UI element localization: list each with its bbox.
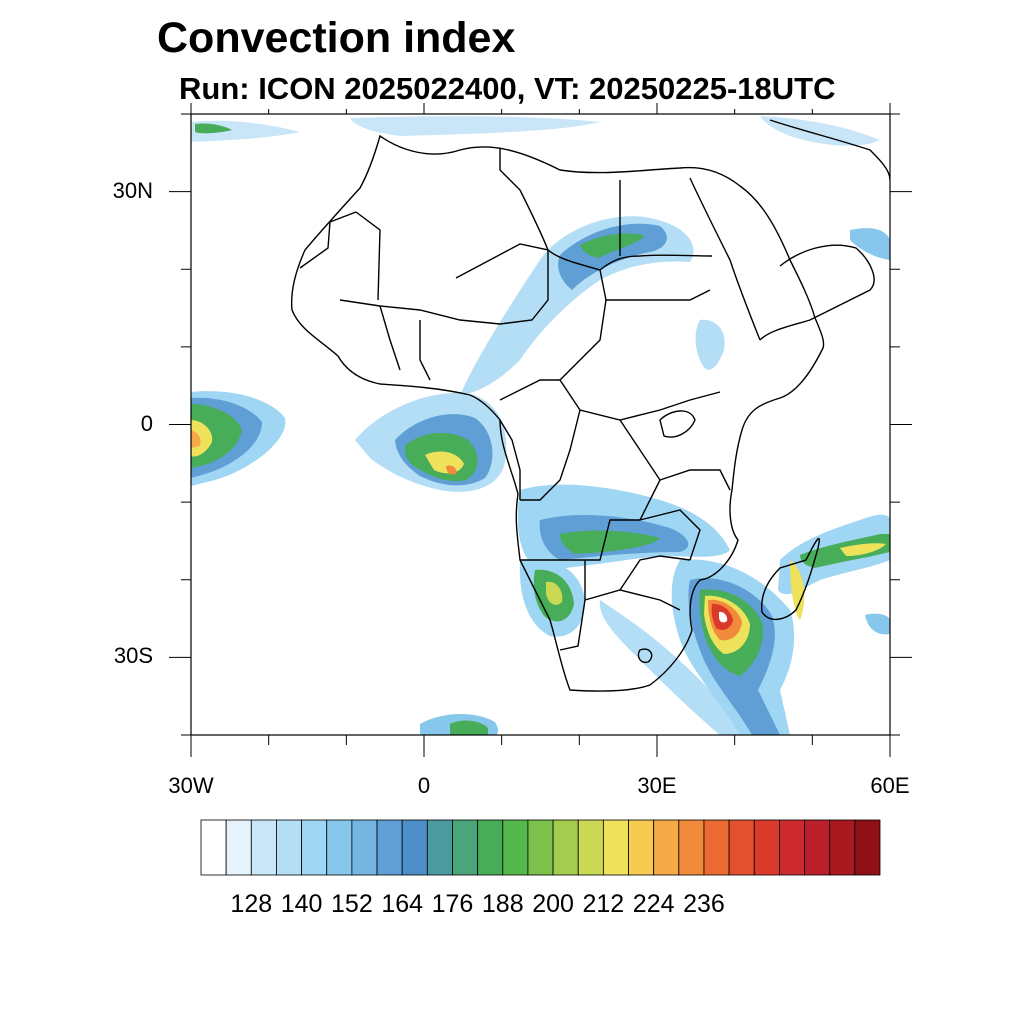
colorbar-swatch [527,819,554,876]
colorbar-swatch [854,819,881,876]
colorbar-swatch [276,819,302,876]
colorbar-swatch [628,819,655,876]
colorbar-swatch [804,819,831,876]
colorbar-label: 212 [583,890,625,918]
coastline-borders [290,119,890,692]
colorbar-swatch [426,819,453,876]
colorbar-swatch [779,819,805,876]
lon-label: 60E [870,773,910,798]
colorbar-swatch [326,819,353,876]
colorbar-swatch [829,819,856,876]
colorbar-swatch [225,819,252,876]
lon-label: 0 [417,773,431,798]
colorbar-swatch [401,819,428,876]
colorbar-label: 224 [633,890,675,918]
colorbar-label: 152 [331,890,373,918]
axis-ticks [169,103,912,757]
map-subtitle: Run: ICON 2025022400, VT: 20250225-18UTC [179,71,836,106]
colorbar-swatch [376,819,403,876]
colorbar-label: 164 [381,890,423,918]
colorbar-swatch [753,819,780,876]
colorbar-label: 188 [482,890,524,918]
colorbar-label: 176 [432,890,474,918]
lon-label: 30W [168,773,214,798]
colorbar-swatch [552,819,579,876]
colorbar-label: 200 [532,890,574,918]
colorbar-swatch [200,819,227,876]
colorbar-swatch [678,819,705,876]
colorbar: 128 140 152 164 176 188 200 212 224 236 [200,819,881,918]
colorbar-swatch [728,819,755,876]
lon-label: 30E [637,773,677,798]
colorbar-swatch [653,819,680,876]
colorbar-swatch [502,819,529,876]
convection-field [191,116,890,735]
colorbar-label: 236 [683,890,725,918]
lat-label: 30S [113,643,153,669]
colorbar-swatch [577,819,604,876]
colorbar-swatch [351,819,378,876]
map-title: Convection index [157,14,516,62]
colorbar-swatch [250,819,277,876]
colorbar-swatch [602,819,629,876]
colorbar-label: 128 [230,890,272,918]
colorbar-swatch [452,819,479,876]
colorbar-swatch [703,819,730,876]
colorbar-label: 140 [281,890,323,918]
lat-label: 0 [140,410,153,436]
lat-label: 30N [112,177,153,203]
colorbar-swatch [477,819,504,876]
colorbar-swatch [301,819,328,876]
